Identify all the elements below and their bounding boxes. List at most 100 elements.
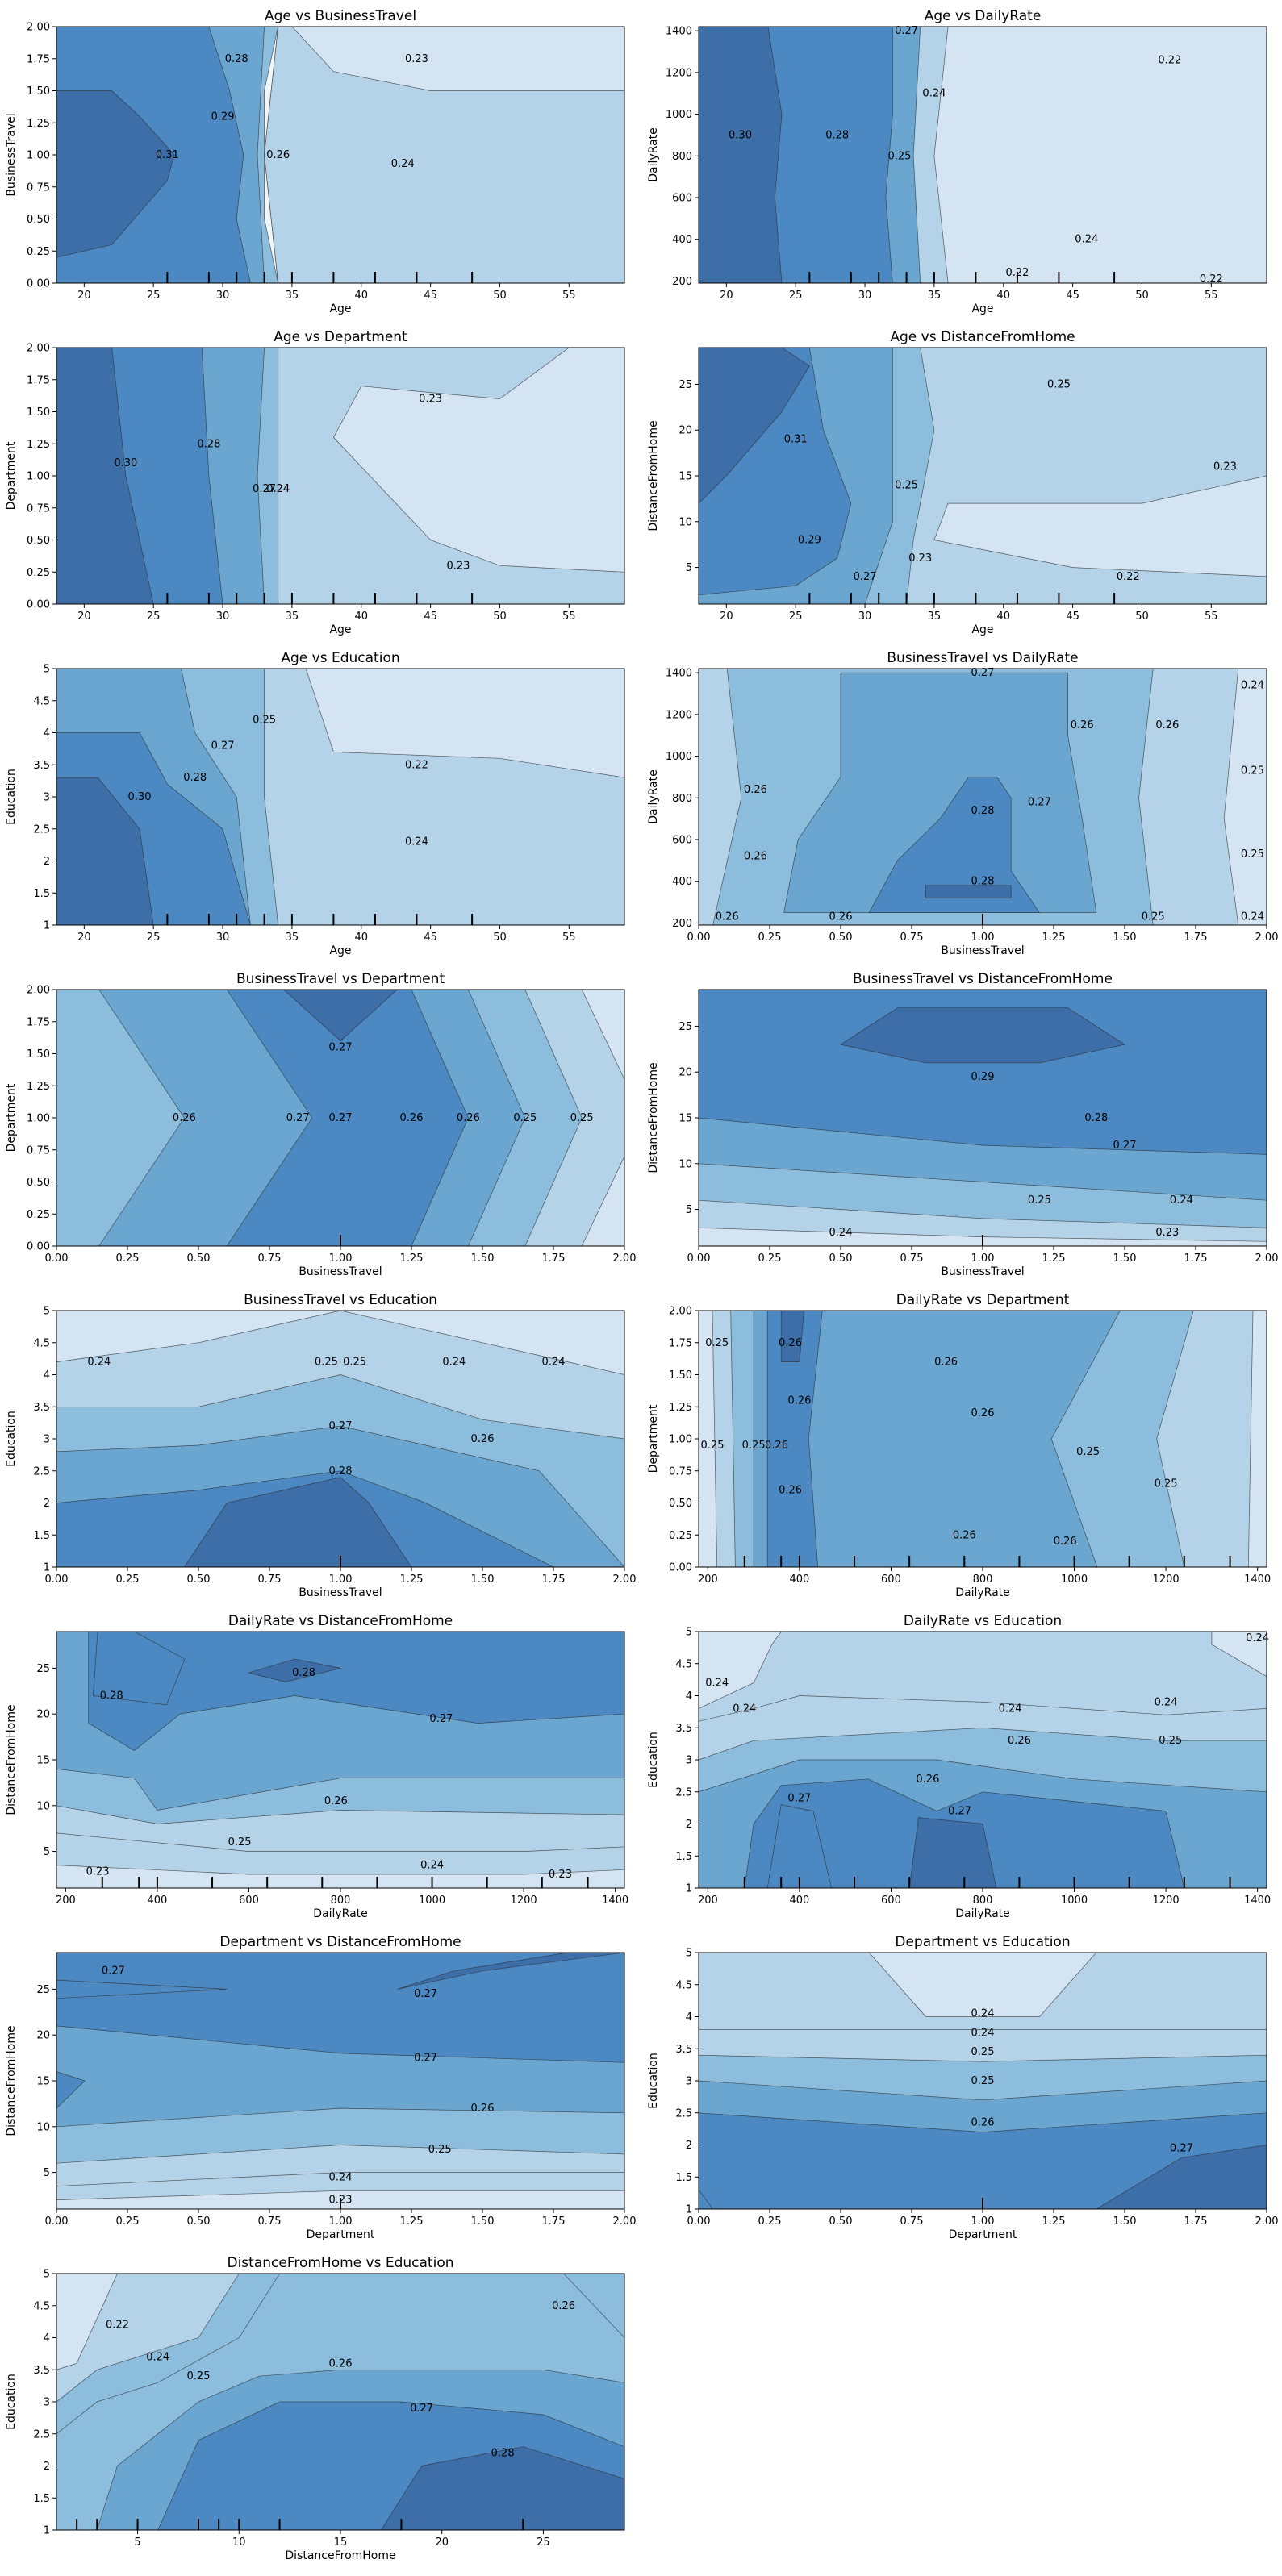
contour-band-0.29 [840,1007,1125,1064]
x-tick-label: 0.00 [687,932,711,944]
y-axis-label: Education [647,2053,660,2109]
x-tick-label: 0.25 [116,1253,140,1265]
x-tick-label: 1.25 [400,2215,424,2228]
subplot-title: Department vs Education [895,1934,1070,1950]
subplot-11: 0.28 0.28 0.27 0.26 0.25 0.24 0.23 0.23 200 400 60… [5,1613,628,1920]
contour-band-0.28 [93,1632,186,1706]
contour-label: 0.24 [705,1678,729,1690]
contour-label: 0.22 [1200,273,1223,286]
x-tick-label: 1400 [1244,1894,1271,1907]
x-tick-label: 1000 [1061,1574,1088,1586]
contour-band-0.28 [699,2189,714,2209]
contour-label: 0.25 [701,1440,725,1452]
y-tick-label: 1.5 [675,1851,692,1863]
y-tick-label: 2.00 [27,343,50,355]
subplot-3: 0.30 0.28 0.270.24 0.23 0.23 20 25 30 35 40 45 50 55… [5,329,625,636]
contour-label: 0.28 [183,772,207,784]
x-tick-label: 25 [789,611,803,623]
x-tick-label: 200 [56,1894,76,1907]
x-tick-label: 1.50 [471,2215,495,2228]
y-axis-label: Department [5,441,18,510]
subplot-title: DailyRate vs Department [896,1292,1070,1308]
y-tick-label: 1 [44,1562,50,1574]
contour-label: 0.24 [829,1227,853,1239]
x-tick-label: 1.75 [1184,932,1208,944]
contour-label: 0.28 [971,876,995,888]
contour-label: 0.25 [1047,378,1071,390]
x-tick-label: 40 [354,932,368,944]
y-axis-label: Education [5,2374,18,2430]
y-tick-label: 200 [672,276,692,288]
x-tick-label: 200 [698,1894,718,1907]
x-axis-label: BusinessTravel [941,944,1024,957]
subplot-title: DailyRate vs Education [904,1613,1062,1629]
contour-label: 0.26 [779,1337,802,1349]
contour-label: 0.24 [542,1357,566,1369]
y-tick-label: 5 [44,664,50,676]
x-tick-label: 1.25 [1042,1253,1066,1265]
y-axis-label: Education [647,1732,660,1788]
x-axis-label: BusinessTravel [941,1265,1024,1278]
contour-label: 0.25 [1076,1446,1100,1458]
x-tick-label: 0.00 [45,1574,69,1586]
x-axis-label: BusinessTravel [299,1586,382,1599]
contour-label: 0.30 [128,791,152,803]
contour-band-0.27 [783,672,1097,913]
y-tick-label: 2.5 [33,823,50,836]
y-tick-label: 1.75 [669,1337,692,1349]
contour-label: 0.31 [156,149,179,161]
contour-label: 0.26 [765,1440,788,1452]
y-tick-label: 1.25 [27,439,50,451]
y-tick-label: 0.00 [669,1562,692,1574]
x-tick-label: 1.75 [542,1574,566,1586]
y-axis-label: BusinessTravel [5,113,18,196]
contour-label: 0.28 [491,2448,515,2460]
x-tick-label: 0.00 [687,1253,711,1265]
x-axis-label: Age [329,302,351,315]
y-tick-label: 5 [686,562,692,574]
subplot-6: 0.27 0.26 0.26 0.24 0.25 0.26 0.28 0.27 0.26 0.28… [647,650,1278,957]
contour-band-0.31 [56,90,175,258]
contour-label: 0.23 [86,1866,110,1878]
y-axis-label: Education [5,769,18,825]
contour-band-0.28 [1096,2145,1267,2209]
x-tick-label: 0.50 [829,2215,853,2228]
contour-label: 0.24 [971,2008,995,2020]
x-tick-label: 1.00 [329,2215,353,2228]
y-tick-label: 600 [672,835,692,847]
x-tick-label: 0.25 [116,2215,140,2228]
contour-label: 0.25 [971,2075,995,2087]
contour-label: 0.27 [211,740,235,752]
y-tick-label: 0.00 [27,1241,50,1253]
contour-fills [699,27,1267,283]
contour-label: 0.30 [729,129,752,141]
subplot-4: 0.31 0.29 0.27 0.25 0.23 0.25 0.23 0.22 20 25 30 35… [647,329,1267,636]
x-tick-label: 1000 [1061,1894,1088,1907]
contour-label: 0.27 [102,1965,125,1978]
subplot-14: 0.24 0.24 0.25 0.25 0.26 0.27 0.00 0.25 0.50 0.75… [647,1934,1278,2241]
contour-band-0.28 [699,990,1267,1155]
y-tick-label: 4.5 [675,1979,692,1991]
x-tick-label: 1.50 [1113,932,1137,944]
contour-label: 0.27 [414,1988,437,2000]
contour-label: 0.24 [1155,1696,1178,1708]
subplot-title: Age vs BusinessTravel [265,8,416,24]
contour-label: 0.24 [922,88,946,100]
contour-label: 0.24 [420,1860,444,1872]
contour-label: 0.24 [146,2351,169,2363]
x-tick-label: 800 [973,1894,993,1907]
contour-label: 0.26 [934,1357,958,1369]
contour-band-0.31 [56,348,154,604]
contour-label: 0.24 [1075,234,1098,246]
y-tick-label: 2 [686,1819,692,1831]
subplot-title: BusinessTravel vs Department [236,971,445,987]
y-axis-label: DistanceFromHome [5,1704,18,1815]
contour-label: 0.24 [1241,680,1264,692]
x-tick-label: 45 [424,932,437,944]
contour-label: 0.26 [787,1394,811,1407]
contour-label: 0.27 [410,2403,433,2415]
contour-band-0.29 [908,1817,997,1888]
x-axis-label: DistanceFromHome [285,2549,395,2562]
x-tick-label: 40 [354,611,368,623]
x-axis-label: DailyRate [955,1907,1010,1920]
